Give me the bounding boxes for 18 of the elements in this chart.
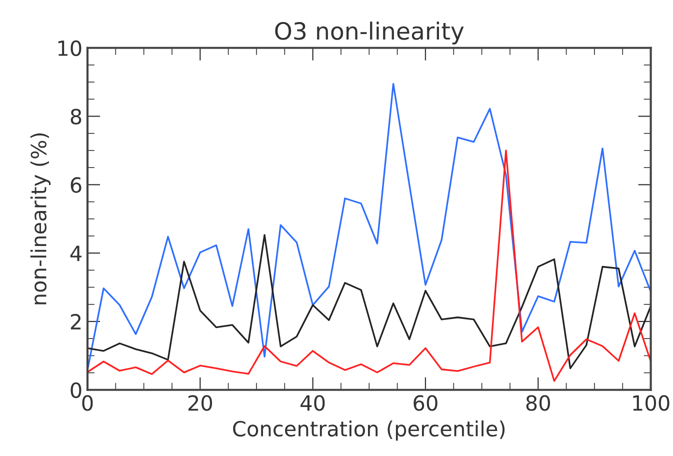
y-tick-label: 2 <box>70 314 81 330</box>
x-tick-label: 20 <box>188 395 212 411</box>
y-tick-label: 8 <box>70 108 82 124</box>
y-axis-title: non-linearity (%) <box>30 133 51 304</box>
y-tick-label: 10 <box>58 40 82 56</box>
x-tick-label: 60 <box>414 395 438 411</box>
line-series <box>87 234 651 370</box>
x-tick-label: 80 <box>526 395 550 411</box>
x-tick-label: 100 <box>633 395 670 411</box>
x-axis-title: Concentration (percentile) <box>233 420 505 441</box>
x-tick-label: 0 <box>82 395 93 411</box>
x-tick-label: 40 <box>300 395 325 411</box>
y-tick-label: 4 <box>70 246 82 261</box>
chart-title: O3 non-linearity <box>275 22 464 44</box>
y-tick-label: 6 <box>70 177 82 193</box>
line-series <box>87 82 651 371</box>
y-tick-label: 0 <box>70 382 82 398</box>
line-series <box>87 150 651 382</box>
